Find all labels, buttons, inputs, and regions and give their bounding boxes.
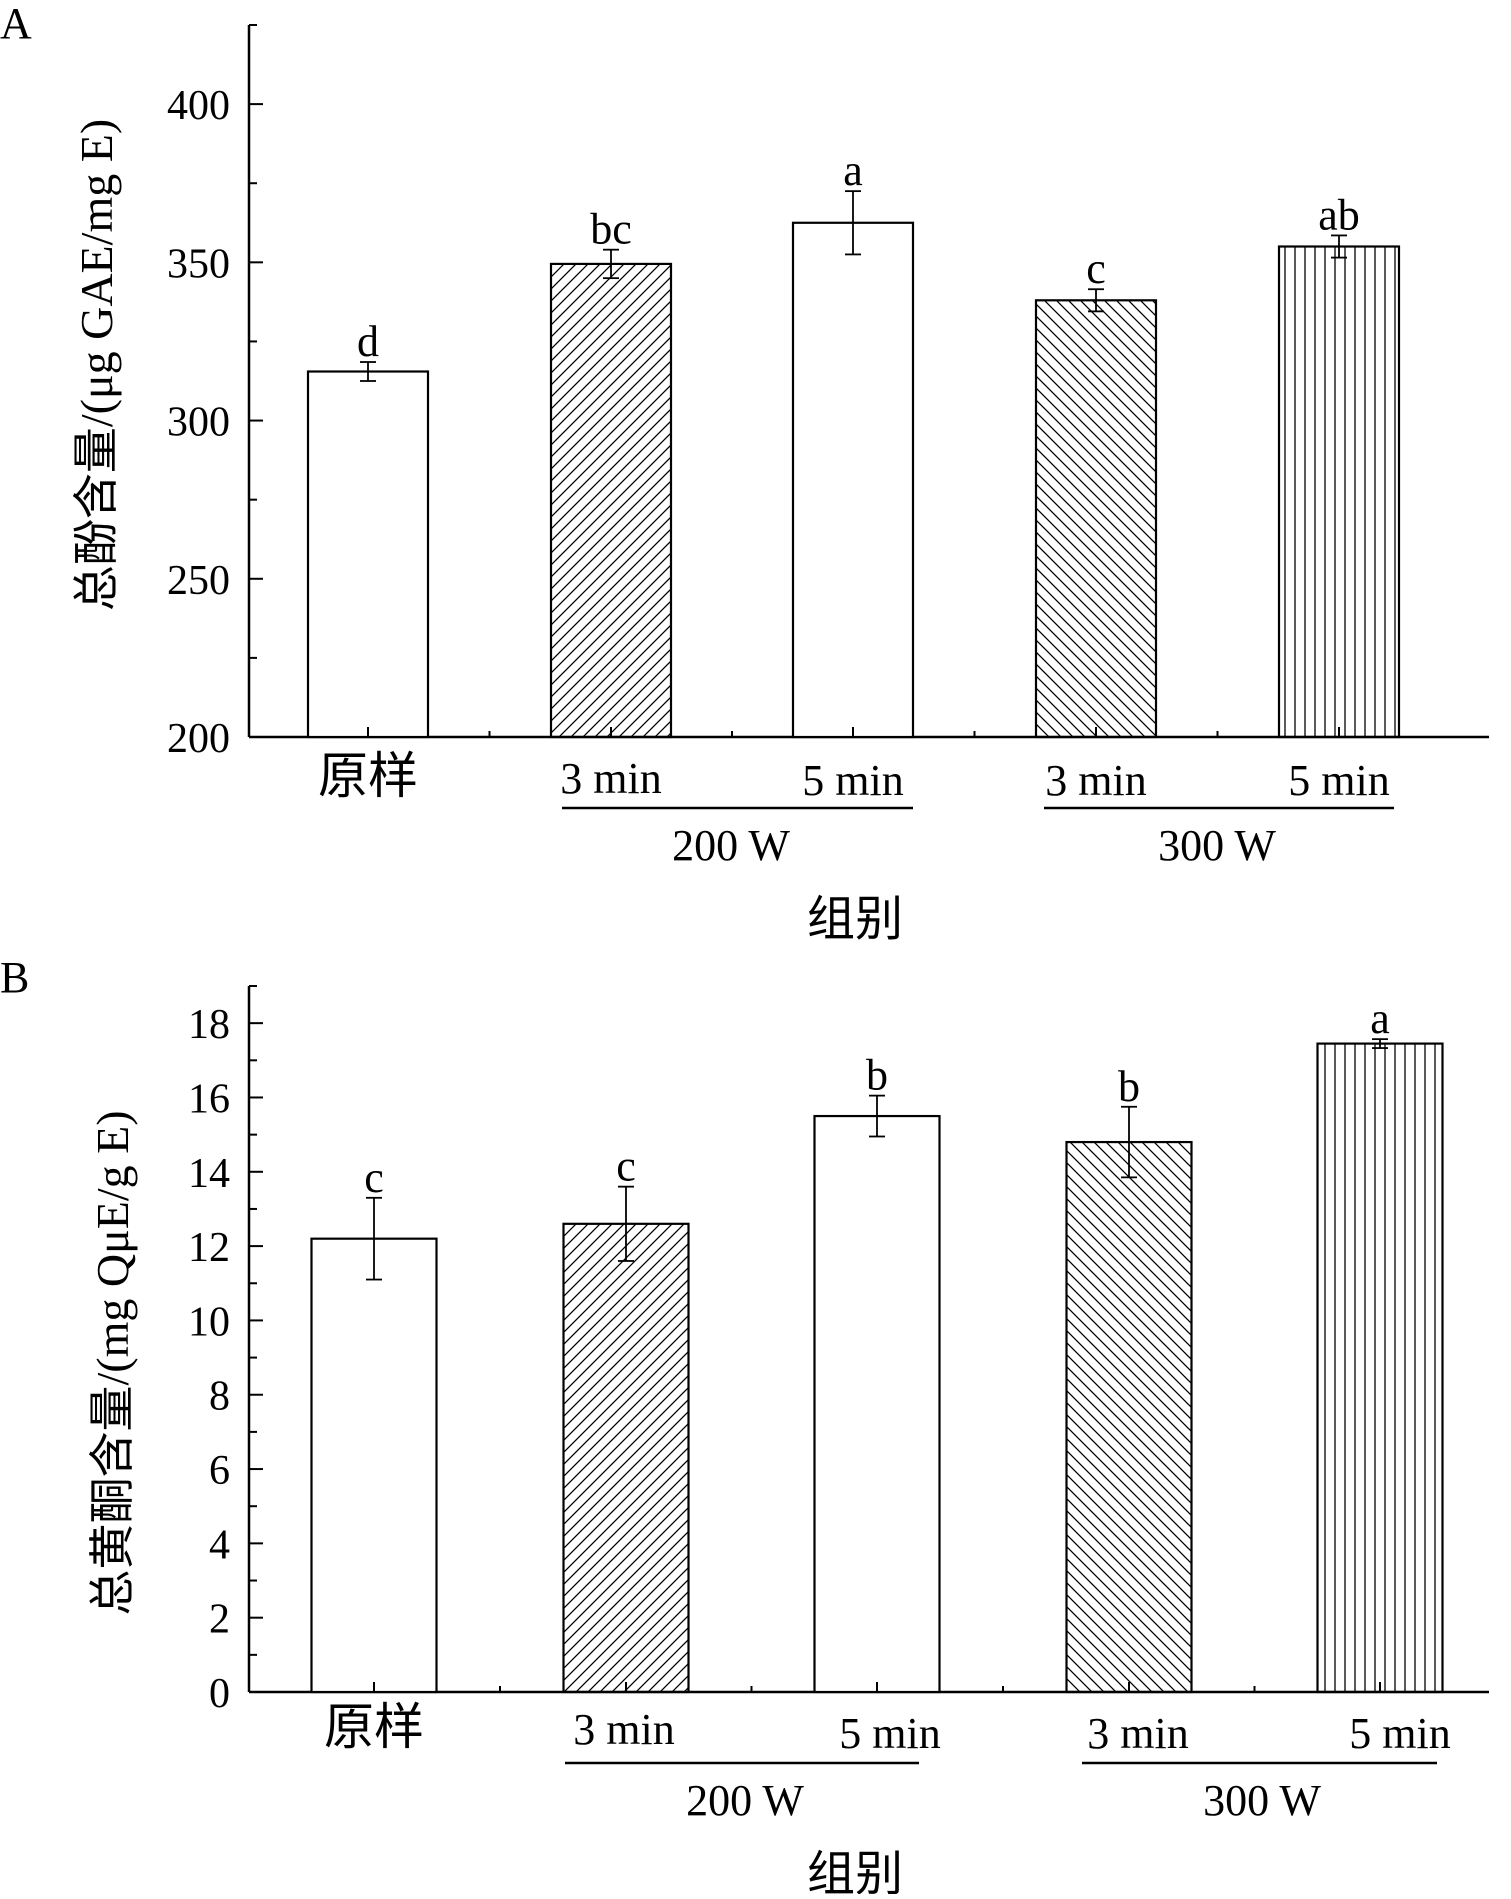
- y-tick-label: 4: [209, 1522, 230, 1568]
- significance-label: c: [616, 1142, 636, 1191]
- bar: [549, 262, 673, 739]
- x-tick-label: 原样: [318, 748, 418, 804]
- significance-label: b: [1118, 1062, 1140, 1111]
- y-axis-label: 总黄酮含量/(mg QμE/g E): [87, 1110, 138, 1615]
- significance-label: b: [866, 1051, 888, 1100]
- group-label: 200 W: [686, 1776, 804, 1825]
- plot-area: 200 250 300 350 400 d 原样 bc 3 min a 5 min c 3 min ab 5…: [167, 24, 1489, 870]
- x-tick-label: 原样: [324, 1699, 424, 1755]
- plot-area: 0 2 4 6 8 10 12 14 16 18 c 原样 c 3 min b 5 min b 3 min a 5 m…: [188, 985, 1489, 1825]
- significance-label: c: [1086, 244, 1106, 293]
- y-tick-label: 6: [209, 1448, 230, 1494]
- x-tick-label: 3 min: [573, 1705, 674, 1754]
- x-tick-label: 5 min: [1349, 1709, 1450, 1758]
- significance-label: bc: [590, 205, 632, 254]
- bar: [1316, 1042, 1444, 1694]
- x-tick-label: 5 min: [802, 756, 903, 805]
- significance-label: a: [843, 146, 863, 195]
- chart-panel-a: A 总酚含量/(μg GAE/mg E) 组别 200 250 300 350 400 d…: [0, 0, 1489, 946]
- x-tick-label: 3 min: [1087, 1709, 1188, 1758]
- panel-label: A: [0, 0, 32, 48]
- x-tick-label: 5 min: [1288, 756, 1389, 805]
- x-axis-label: 组别: [807, 893, 903, 946]
- y-tick-label: 400: [167, 83, 230, 129]
- x-tick-label: 3 min: [1045, 756, 1146, 805]
- y-tick-label: 16: [188, 1076, 230, 1122]
- y-tick-label: 12: [188, 1225, 230, 1271]
- x-tick-label: 3 min: [560, 754, 661, 803]
- y-tick-label: 0: [209, 1671, 230, 1717]
- group-label: 300 W: [1203, 1776, 1321, 1825]
- y-axis-label: 总酚含量/(μg GAE/mg E): [71, 119, 122, 611]
- group-label: 200 W: [672, 821, 790, 870]
- y-tick-label: 8: [209, 1374, 230, 1420]
- significance-label: c: [364, 1153, 384, 1202]
- y-tick-label: 300: [167, 400, 230, 446]
- bar: [1065, 1140, 1193, 1694]
- x-axis-label: 组别: [807, 1848, 903, 1894]
- y-tick-label: 200: [167, 716, 230, 762]
- y-tick-label: 10: [188, 1299, 230, 1345]
- bar: [306, 370, 430, 739]
- y-tick-label: 250: [167, 558, 230, 604]
- bar: [1277, 245, 1401, 739]
- y-tick-label: 18: [188, 1002, 230, 1048]
- significance-label: d: [357, 317, 379, 366]
- y-tick-label: 14: [188, 1151, 230, 1197]
- bar: [562, 1222, 690, 1694]
- bar: [791, 221, 915, 739]
- chart-panel-b: B 总黄酮含量/(mg QμE/g E) 组别 0 2 4 6 8 10 12 14 16 18 c…: [0, 953, 1489, 1899]
- significance-label: ab: [1318, 190, 1360, 239]
- panel-label: B: [0, 953, 29, 1002]
- bar: [813, 1114, 941, 1694]
- y-tick-label: 2: [209, 1597, 230, 1643]
- bar: [310, 1237, 438, 1694]
- x-tick-label: 5 min: [839, 1709, 940, 1758]
- group-label: 300 W: [1158, 821, 1276, 870]
- significance-label: a: [1370, 994, 1390, 1043]
- y-tick-label: 350: [167, 241, 230, 287]
- bar: [1034, 299, 1158, 739]
